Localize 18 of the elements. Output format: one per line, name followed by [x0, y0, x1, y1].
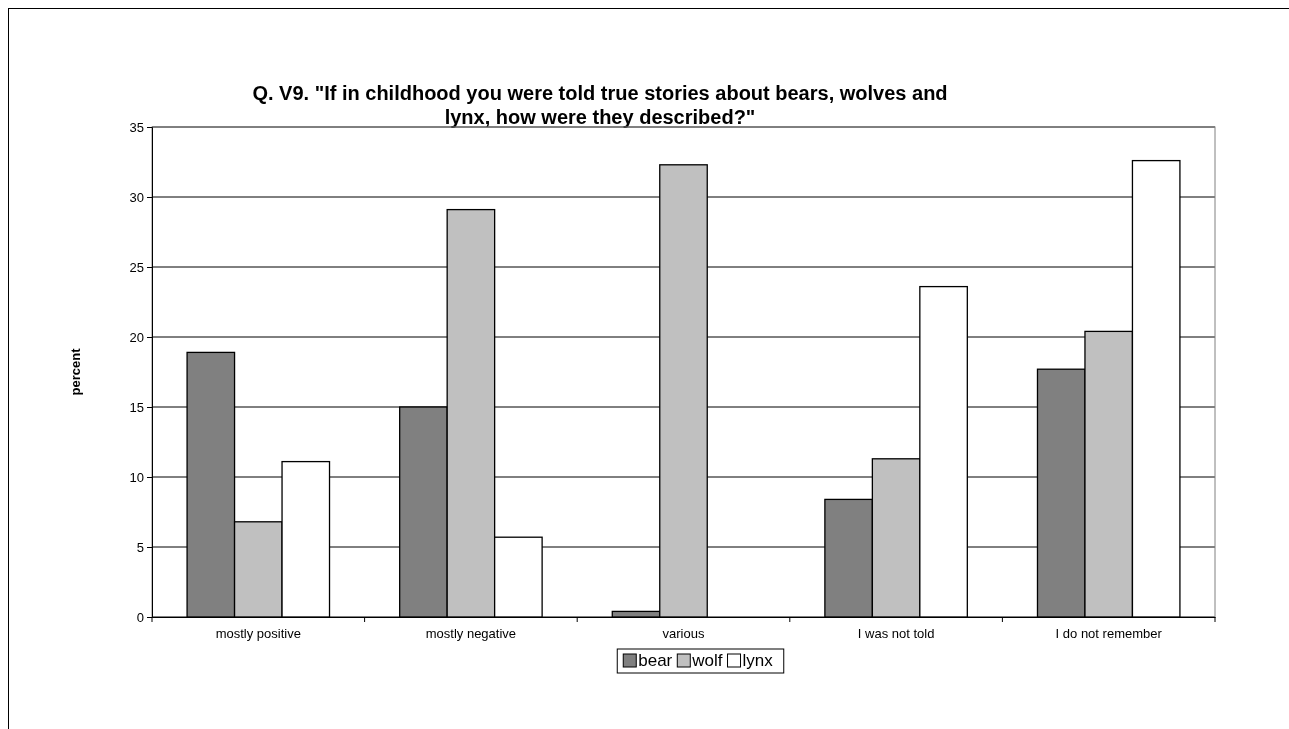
- y-tick-label: 0: [136, 609, 144, 625]
- y-tick-label: 10: [129, 469, 144, 485]
- y-tick-label: 25: [129, 259, 144, 275]
- x-tick-label: I was not told: [857, 626, 935, 642]
- y-tick-label: 30: [129, 189, 144, 205]
- legend-label: wolf: [691, 651, 723, 670]
- y-tick-label: 15: [129, 399, 144, 415]
- y-axis-title: percent: [68, 347, 83, 396]
- x-tick-label: I do not remember: [1055, 626, 1163, 642]
- y-tick-label: 20: [129, 329, 144, 345]
- chart-title: Q. V9. "If in childhood you were told true stories about bears, wolves and lynx, how were they described?": [252, 82, 948, 128]
- x-tick-label: mostly positive: [215, 626, 301, 642]
- legend-label: lynx: [742, 651, 774, 670]
- y-tick-label: 35: [129, 119, 144, 135]
- x-tick-label: various: [662, 626, 705, 642]
- y-tick-label: 5: [136, 539, 144, 555]
- legend-label: bear: [638, 651, 673, 670]
- x-tick-label: mostly negative: [425, 626, 517, 642]
